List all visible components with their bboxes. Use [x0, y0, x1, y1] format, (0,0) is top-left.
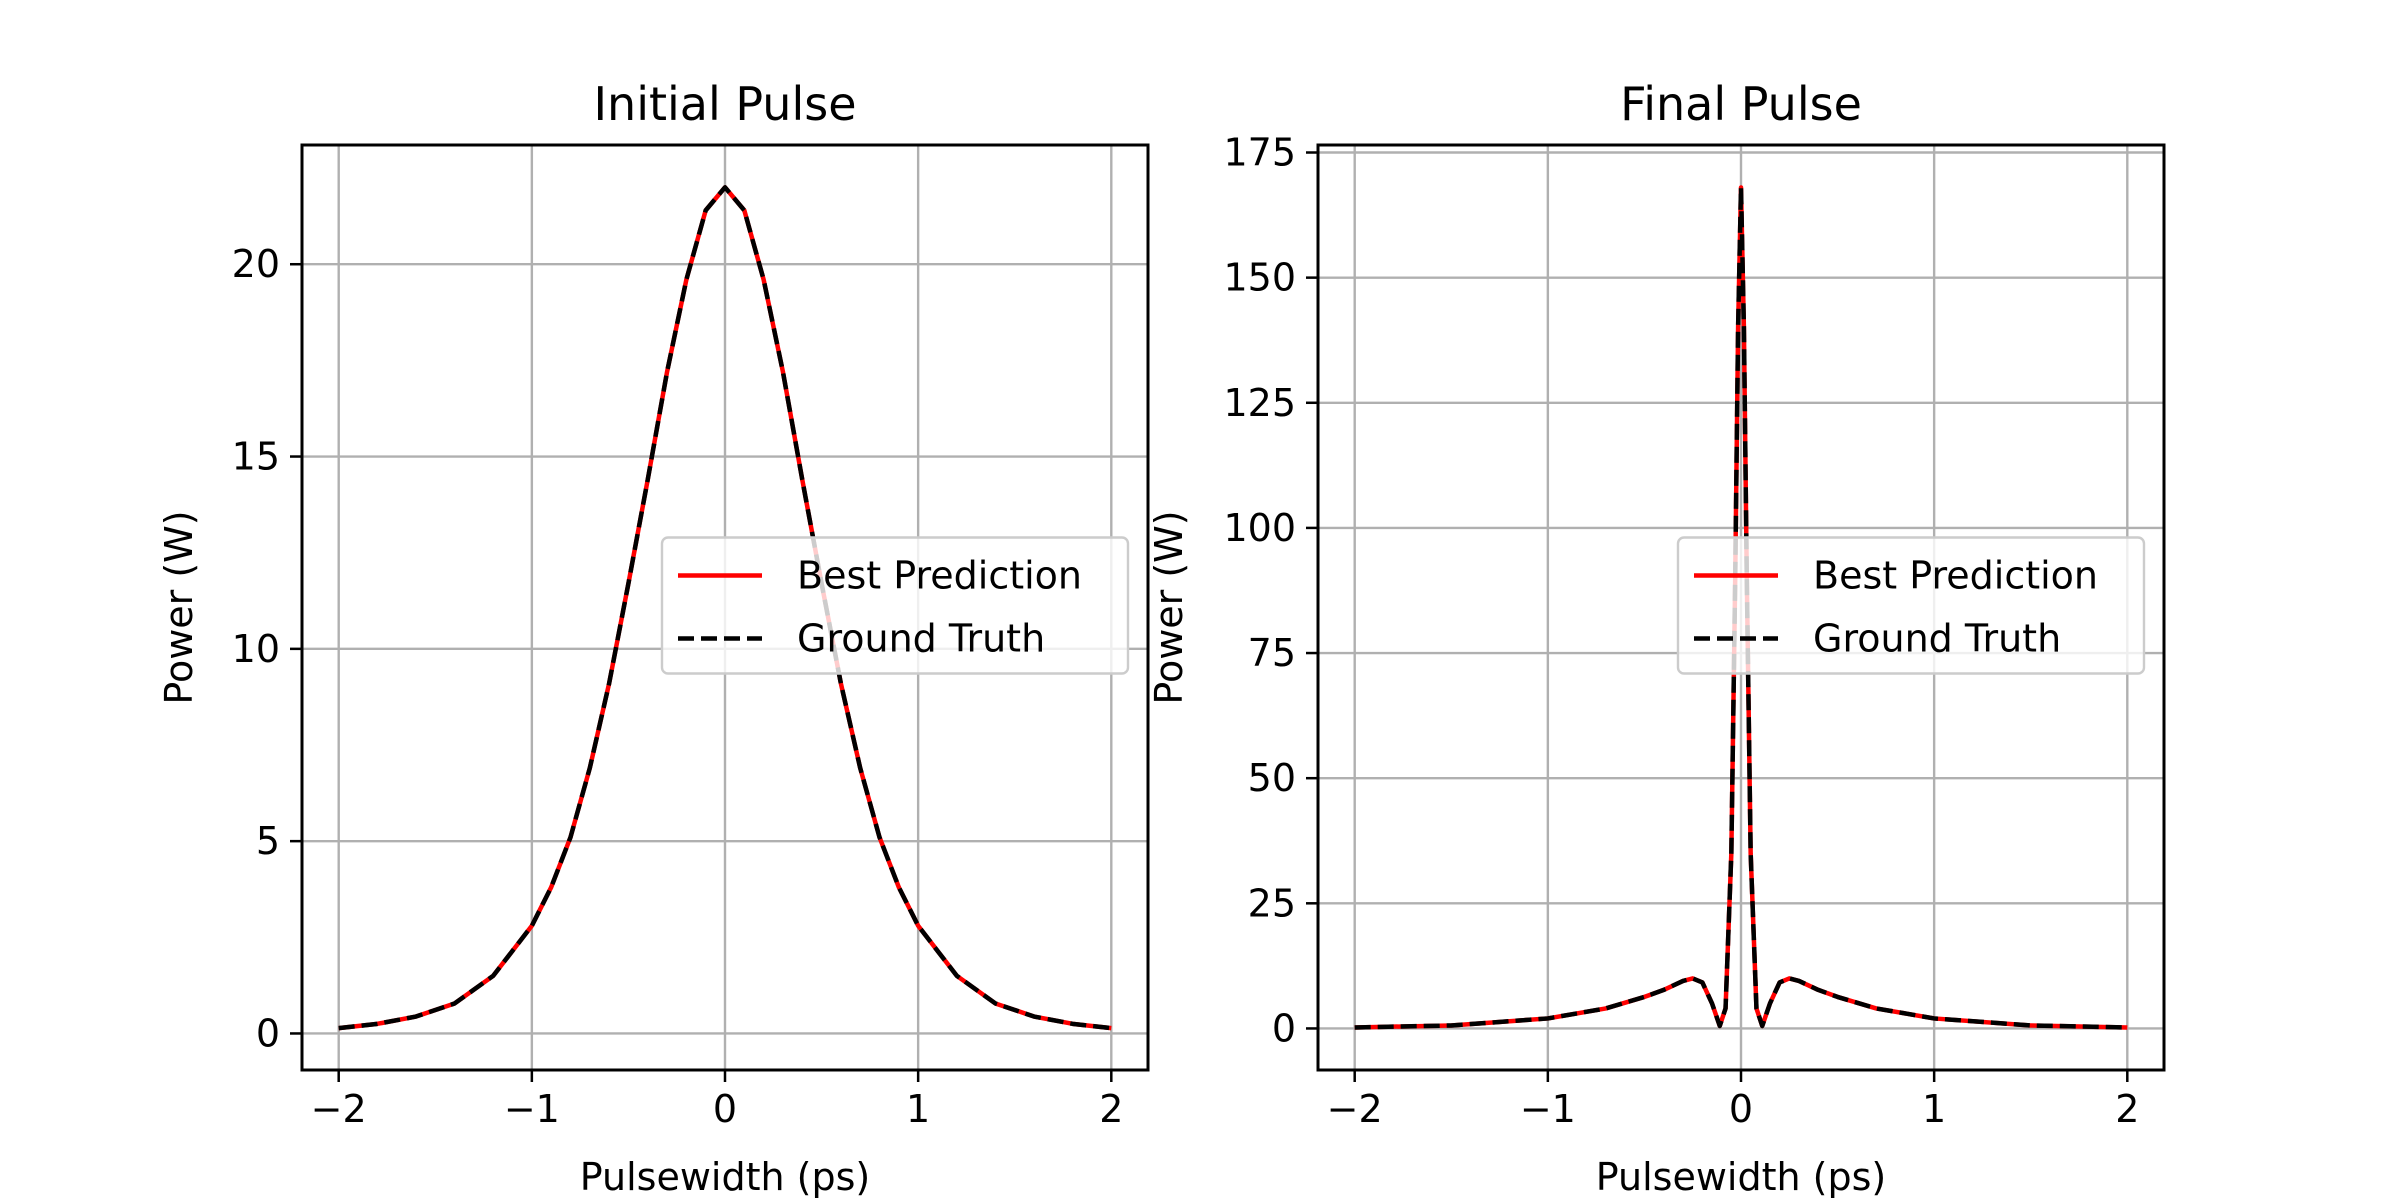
final-pulse-legend: Best Prediction Ground Truth — [1676, 536, 2146, 675]
final-pulse-ytick-label-7: 175 — [1223, 131, 1296, 175]
initial-pulse-xtick-label-3: 1 — [906, 1087, 930, 1131]
initial-pulse-ytick-label-1: 5 — [256, 819, 280, 863]
initial-pulse-ytick-label-3: 15 — [232, 435, 280, 479]
final-pulse-ytick-label-0: 0 — [1272, 1006, 1296, 1050]
final-pulse-ytick-label-6: 150 — [1223, 256, 1296, 300]
final-pulse-xtick-label-4: 2 — [2115, 1087, 2139, 1131]
initial-pulse-xtick-label-4: 2 — [1099, 1087, 1123, 1131]
initial-pulse-title: Initial Pulse — [593, 77, 856, 131]
initial-pulse-legend: Best Prediction Ground Truth — [660, 536, 1130, 675]
final-pulse-ytick-label-3: 75 — [1248, 631, 1296, 675]
final-pulse-xtick-label-0: −2 — [1327, 1087, 1383, 1131]
initial-pulse-ylabel: Power (W) — [157, 510, 201, 704]
initial-pulse-ytick-label-0: 0 — [256, 1011, 280, 1055]
final-pulse-xtick-label-3: 1 — [1922, 1087, 1946, 1131]
initial-pulse-xtick-label-0: −2 — [311, 1087, 367, 1131]
final-pulse-legend-label-ground-truth: Ground Truth — [1813, 617, 2061, 661]
final-pulse-ytick-label-4: 100 — [1223, 506, 1296, 550]
final-pulse-xtick-label-1: −1 — [1520, 1087, 1576, 1131]
initial-pulse-ytick-label-2: 10 — [232, 627, 280, 671]
final-pulse-series-ground-truth — [1354, 185, 2128, 1030]
initial-pulse-xtick-label-2: 0 — [713, 1087, 737, 1131]
initial-pulse-xtick-label-1: −1 — [504, 1087, 560, 1131]
final-pulse-title: Final Pulse — [1620, 77, 1862, 131]
final-pulse-xlabel: Pulsewidth (ps) — [1596, 1155, 1886, 1199]
initial-pulse-series-ground-truth — [338, 185, 1112, 1031]
final-pulse-ytick-label-5: 125 — [1223, 381, 1296, 425]
final-pulse-ylabel: Power (W) — [1147, 510, 1191, 704]
initial-pulse-legend-label-ground-truth: Ground Truth — [797, 617, 1045, 661]
initial-pulse-ytick-label-4: 20 — [232, 242, 280, 286]
final-pulse-panel: −2 −1 0 1 2 0 25 50 75 100 125 150 175 Final Pulse Pul… — [1147, 77, 2166, 1199]
final-pulse-xtick-label-2: 0 — [1729, 1087, 1753, 1131]
final-pulse-legend-box — [1676, 536, 2146, 675]
final-pulse-legend-label-best-prediction: Best Prediction — [1813, 554, 2098, 598]
initial-pulse-xlabel: Pulsewidth (ps) — [580, 1155, 870, 1199]
initial-pulse-legend-box — [660, 536, 1130, 675]
initial-pulse-legend-label-best-prediction: Best Prediction — [797, 554, 1082, 598]
final-pulse-ytick-label-1: 25 — [1248, 881, 1296, 925]
final-pulse-ytick-label-2: 50 — [1248, 756, 1296, 800]
